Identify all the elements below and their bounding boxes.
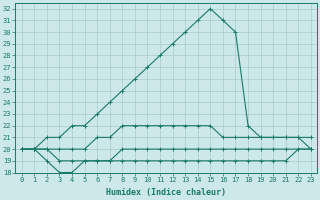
X-axis label: Humidex (Indice chaleur): Humidex (Indice chaleur): [106, 188, 226, 197]
